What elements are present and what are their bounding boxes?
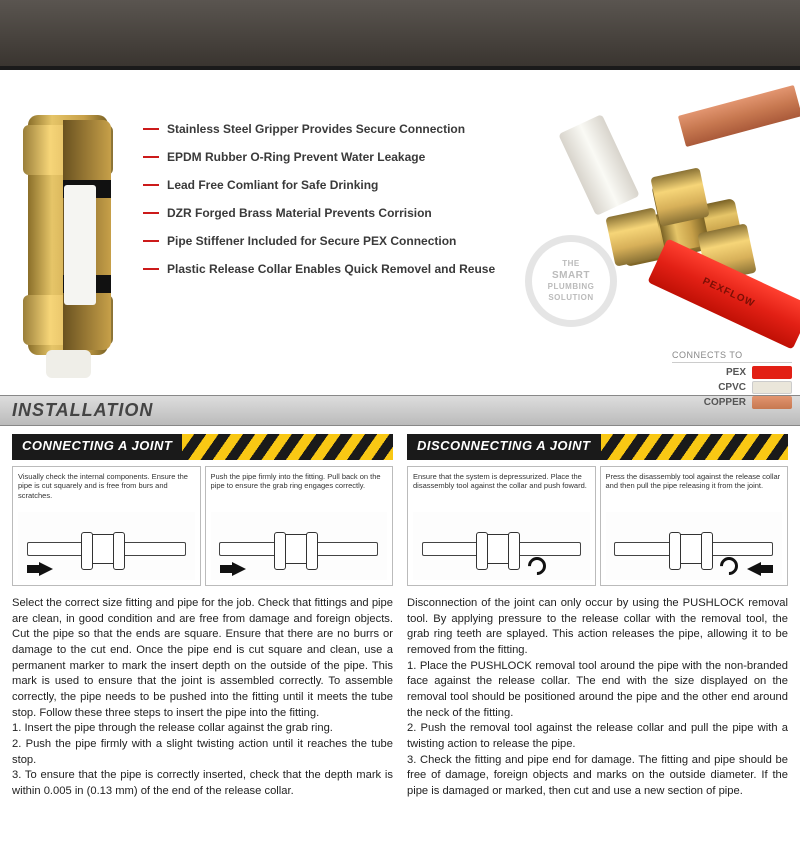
instructions-columns: CONNECTING A JOINT Visually check the in… bbox=[0, 426, 800, 816]
disconnect-panel-2: Press the disassembly tool against the r… bbox=[600, 466, 789, 586]
smart-plumbing-badge: THE SMART PLUMBING SOLUTION bbox=[525, 235, 617, 327]
connects-title: CONNECTS TO bbox=[672, 350, 792, 363]
feature-item: Pipe Stiffener Included for Secure PEX C… bbox=[167, 234, 456, 248]
connects-label: PEX bbox=[726, 367, 746, 378]
connecting-body: Select the correct size fitting and pipe… bbox=[12, 596, 393, 800]
disconnect-panel-1: Ensure that the system is depressurized.… bbox=[407, 466, 596, 586]
panel-caption: Ensure that the system is depressurized.… bbox=[413, 472, 590, 508]
panel-diagram bbox=[211, 512, 388, 580]
connecting-column: CONNECTING A JOINT Visually check the in… bbox=[12, 434, 393, 800]
connects-label: COPPER bbox=[704, 397, 746, 408]
panel-caption: Press the disassembly tool against the r… bbox=[606, 472, 783, 508]
panel-diagram bbox=[18, 512, 195, 580]
connecting-title: CONNECTING A JOINT bbox=[12, 434, 182, 460]
connects-to-legend: CONNECTS TO PEX CPVC COPPER bbox=[672, 350, 792, 411]
hazard-stripe-icon bbox=[601, 434, 789, 460]
panel-caption: Push the pipe firmly into the fitting. P… bbox=[211, 472, 388, 508]
disconnecting-body: Disconnection of the joint can only occu… bbox=[407, 596, 788, 800]
connect-panel-1: Visually check the internal components. … bbox=[12, 466, 201, 586]
feature-item: Stainless Steel Gripper Provides Secure … bbox=[167, 122, 465, 136]
fitting-cutaway-diagram bbox=[8, 95, 128, 375]
feature-item: Lead Free Comliant for Safe Drinking bbox=[167, 178, 378, 192]
cpvc-swatch bbox=[752, 381, 792, 394]
feature-item: EPDM Rubber O-Ring Prevent Water Leakage bbox=[167, 150, 425, 164]
panel-diagram bbox=[413, 512, 590, 580]
feature-callout-list: Stainless Steel Gripper Provides Secure … bbox=[133, 80, 520, 375]
connect-panel-2: Push the pipe firmly into the fitting. P… bbox=[205, 466, 394, 586]
features-section: Stainless Steel Gripper Provides Secure … bbox=[0, 70, 800, 395]
feature-item: Plastic Release Collar Enables Quick Rem… bbox=[167, 262, 495, 276]
pex-swatch bbox=[752, 366, 792, 379]
header-texture-bar bbox=[0, 0, 800, 70]
panel-caption: Visually check the internal components. … bbox=[18, 472, 195, 508]
feature-item: DZR Forged Brass Material Prevents Corri… bbox=[167, 206, 432, 220]
disconnecting-column: DISCONNECTING A JOINT Ensure that the sy… bbox=[407, 434, 788, 800]
copper-swatch bbox=[752, 396, 792, 409]
hazard-stripe-icon bbox=[182, 434, 393, 460]
panel-diagram bbox=[606, 512, 783, 580]
disconnecting-title: DISCONNECTING A JOINT bbox=[407, 434, 601, 460]
connects-label: CPVC bbox=[718, 382, 746, 393]
